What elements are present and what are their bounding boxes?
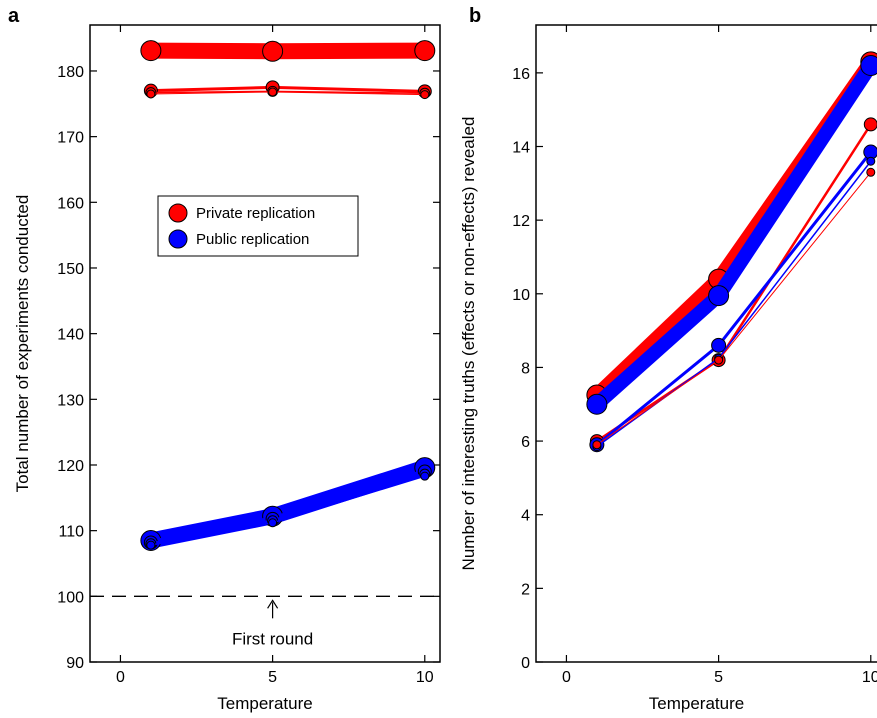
panel-letter-a: a xyxy=(8,5,20,27)
x-tick-label-b: 5 xyxy=(714,669,723,686)
x-tick-label-a: 0 xyxy=(116,669,125,686)
y-tick-label-a: 180 xyxy=(57,64,84,81)
y-tick-label-b: 10 xyxy=(512,287,530,304)
series-line-private-b xyxy=(596,171,872,446)
plot-frame-b xyxy=(535,24,877,663)
series-line-private-a xyxy=(150,85,425,93)
y-tick-label-b: 16 xyxy=(512,66,530,83)
data-point-private-a xyxy=(414,40,436,62)
y-tick-label-b: 14 xyxy=(512,140,530,157)
y-tick-label-b: 2 xyxy=(521,581,530,598)
y-tick-label-a: 110 xyxy=(58,524,84,541)
x-axis-title-a: Temperature xyxy=(217,694,312,713)
data-point-private-a xyxy=(262,40,284,62)
data-point-private-a xyxy=(420,90,430,100)
y-axis-title-b: Number of interesting truths (effects or… xyxy=(459,117,478,571)
series-line-private-b xyxy=(592,57,877,401)
data-point-public-b xyxy=(866,156,876,166)
y-axis-title-a: Total number of experiments conducted xyxy=(13,195,32,493)
legend-marker-public xyxy=(168,229,188,249)
legend-box xyxy=(157,195,359,257)
x-axis-title-b: Temperature xyxy=(649,694,744,713)
data-point-private-b xyxy=(866,167,876,177)
y-tick-label-a: 120 xyxy=(57,458,84,475)
y-tick-label-b: 8 xyxy=(521,360,530,377)
y-tick-label-a: 130 xyxy=(57,392,84,409)
x-tick-label-b: 10 xyxy=(862,669,877,686)
y-tick-label-b: 0 xyxy=(521,655,530,672)
y-tick-label-b: 6 xyxy=(521,434,530,451)
legend-marker-private xyxy=(168,203,188,223)
data-point-public-b xyxy=(711,337,727,353)
y-tick-label-a: 100 xyxy=(57,589,84,606)
data-point-private-a xyxy=(146,89,156,99)
y-tick-label-a: 150 xyxy=(57,261,84,278)
annotation-arrow-head xyxy=(267,599,279,609)
panel-a: 0 5 10 90 100 110 120 130 140 150 160 170 180 Tempera… xyxy=(13,24,441,713)
y-tick-label-a: 90 xyxy=(66,655,84,672)
y-tick-label-a: 160 xyxy=(57,195,84,212)
plot-frame-a xyxy=(89,24,441,663)
data-point-public-a xyxy=(146,540,156,550)
annotation-first-round: First round xyxy=(232,629,313,648)
data-point-private-b xyxy=(592,440,602,450)
y-tick-label-b: 12 xyxy=(512,213,530,230)
data-point-private-a xyxy=(140,40,162,62)
series-line-public-b xyxy=(595,151,872,446)
y-tick-label-a: 140 xyxy=(57,327,84,344)
legend-label-private: Private replication xyxy=(196,205,315,222)
data-point-public-b xyxy=(860,55,877,76)
data-point-public-b xyxy=(708,285,730,307)
panel-b: 0 5 10 0 2 4 6 8 10 12 14 16 Temperature Number of in… xyxy=(459,24,877,713)
series-line-public-a xyxy=(149,459,428,549)
y-tick-label-b: 4 xyxy=(521,508,530,525)
data-point-private-a xyxy=(268,87,278,97)
data-point-public-a xyxy=(268,518,278,528)
x-tick-label-a: 10 xyxy=(416,669,434,686)
data-point-public-b xyxy=(586,393,608,415)
legend-label-public: Public replication xyxy=(196,231,309,248)
data-point-private-b xyxy=(714,355,724,365)
panel-letter-b: b xyxy=(469,5,481,27)
data-point-public-a xyxy=(420,471,430,481)
x-tick-label-a: 5 xyxy=(268,669,277,686)
series-line-private-a xyxy=(150,42,425,60)
y-tick-label-a: 170 xyxy=(57,130,84,147)
data-point-private-b xyxy=(863,117,877,132)
x-tick-label-b: 0 xyxy=(562,669,571,686)
